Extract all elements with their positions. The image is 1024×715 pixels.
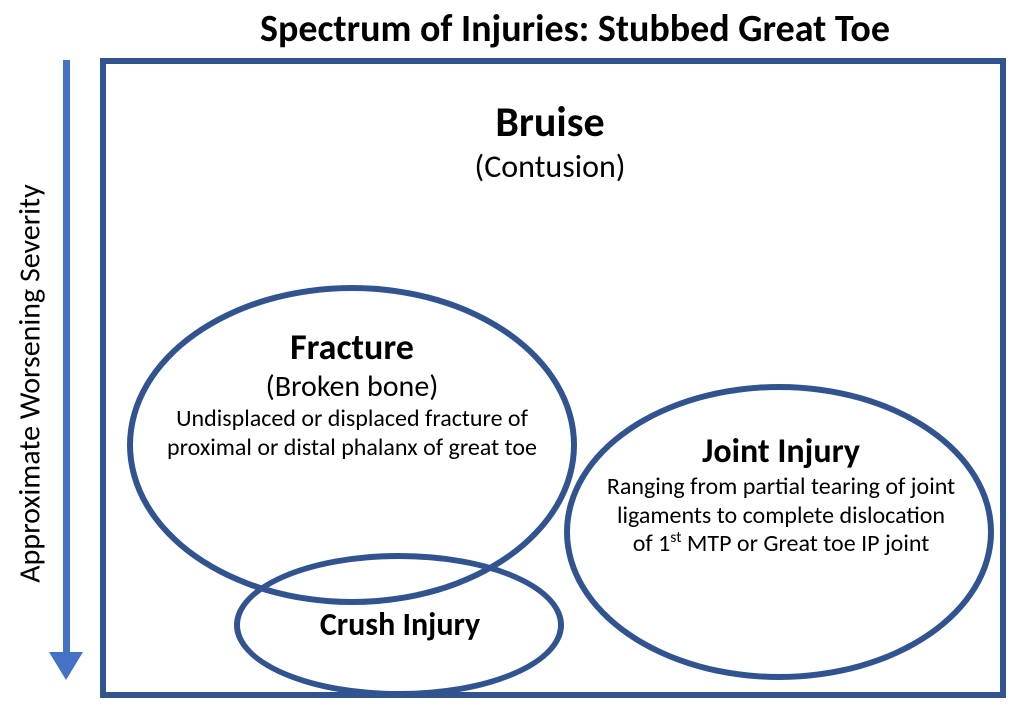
severity-arrow-head (49, 652, 83, 680)
fracture-heading: Fracture (162, 326, 542, 369)
crush-label: Crush Injury (250, 606, 550, 644)
bruise-subheading: (Contusion) (300, 148, 800, 186)
diagram-title: Spectrum of Injuries: Stubbed Great Toe (145, 6, 1005, 52)
fracture-description: Undisplaced or displaced fracture of pro… (162, 405, 542, 463)
severity-axis-label: Approximate Worsening Severity (12, 64, 49, 704)
bruise-heading: Bruise (300, 98, 800, 148)
severity-arrow-shaft (63, 60, 70, 656)
joint-label: Joint InjuryRanging from partial tearing… (606, 432, 956, 559)
fracture-label: Fracture(Broken bone)Undisplaced or disp… (162, 326, 542, 463)
joint-heading: Joint Injury (606, 432, 956, 473)
joint-description: Ranging from partial tearing of joint li… (606, 473, 956, 559)
bruise-label: Bruise(Contusion) (300, 98, 800, 187)
crush-heading: Crush Injury (250, 606, 550, 644)
fracture-subheading: (Broken bone) (162, 369, 542, 405)
